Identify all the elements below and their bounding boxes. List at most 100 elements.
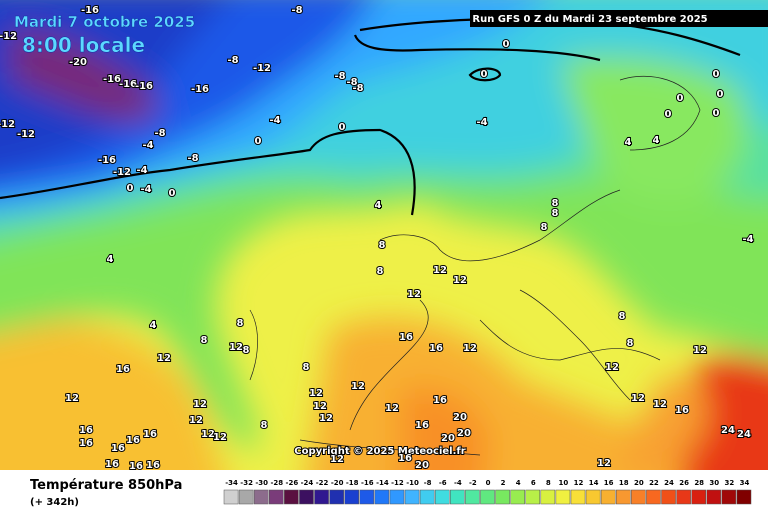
scale-swatch [465, 489, 480, 505]
contour-label: 8 [261, 420, 268, 431]
contour-label: 16 [415, 420, 429, 431]
contour-label: 16 [433, 395, 447, 406]
contour-label: -4 [269, 115, 280, 126]
contour-label: -16 [191, 84, 209, 95]
legend-title: Température 850hPa [30, 478, 182, 493]
scale-swatch [510, 489, 525, 505]
scale-tick-label: -14 [376, 479, 389, 487]
contour-label: 16 [429, 343, 443, 354]
contour-label: 8 [552, 208, 559, 219]
scale-swatch [721, 489, 737, 505]
scale-swatch [269, 489, 284, 505]
scale-tick-label: -8 [424, 479, 432, 487]
contour-label: 8 [627, 338, 634, 349]
contour-label: -16 [135, 81, 153, 92]
contour-label: -4 [142, 140, 153, 151]
scale-swatch [495, 489, 510, 505]
forecast-time: 8:00 locale [22, 33, 145, 57]
contour-label: 12 [433, 265, 447, 276]
scale-tick-label: 28 [694, 479, 704, 487]
contour-label: 12 [193, 399, 207, 410]
contour-label: 12 [201, 429, 215, 440]
scale-tick-label: 16 [604, 479, 614, 487]
scale-swatch [600, 489, 616, 505]
contour-label: 0 [503, 39, 510, 50]
contour-label: 8 [201, 335, 208, 346]
scale-swatch [223, 489, 239, 505]
scale-swatch [525, 489, 541, 505]
contour-label: 8 [303, 362, 310, 373]
contour-label: 12 [653, 399, 667, 410]
contour-label: 0 [717, 89, 724, 100]
contour-label: 4 [107, 254, 114, 265]
scale-tick-label: -34 [225, 479, 238, 487]
contour-label: 12 [407, 289, 421, 300]
scale-tick-label: 30 [709, 479, 719, 487]
contour-label: 0 [665, 109, 672, 120]
scale-tick-label: 24 [664, 479, 674, 487]
scale-tick-label: -4 [454, 479, 462, 487]
contour-label: -4 [476, 117, 487, 128]
scale-tick-label: 4 [516, 479, 521, 487]
scale-swatch [299, 489, 314, 505]
scale-tick-label: -24 [301, 479, 314, 487]
contour-label: 0 [255, 136, 262, 147]
scale-swatch [359, 489, 375, 505]
scale-swatch [450, 489, 465, 505]
contour-label: 16 [79, 425, 93, 436]
contour-label: 12 [319, 413, 333, 424]
scale-tick-label: 14 [589, 479, 599, 487]
contour-label: -12 [253, 63, 271, 74]
scale-swatch [434, 489, 450, 505]
contour-label: 8 [541, 222, 548, 233]
contour-label: -12 [113, 167, 131, 178]
scale-tick-label: -32 [240, 479, 253, 487]
scale-swatch [238, 489, 254, 505]
run-box [470, 10, 768, 27]
coastlines [249, 75, 701, 456]
contour-label: 16 [105, 459, 119, 470]
scale-tick-label: -12 [391, 479, 404, 487]
contour-label: 12 [631, 393, 645, 404]
scale-tick-label: 32 [724, 479, 734, 487]
contour-label: -4 [136, 165, 147, 176]
contour-label: 12 [213, 432, 227, 443]
contour-label: 12 [385, 403, 399, 414]
contour-labels: -12-20-16 -8-8-12-16-16-16 -16-8-8-800-40-… [0, 4, 755, 472]
scale-swatch [691, 489, 706, 505]
contour-label: 8 [379, 240, 386, 251]
contour-label: 12 [605, 362, 619, 373]
contour-label: -12 [17, 129, 35, 140]
scale-swatch [540, 489, 556, 505]
contour-label: 24 [737, 429, 751, 440]
scale-tick-label: 18 [619, 479, 629, 487]
scale-tick-label: -16 [361, 479, 374, 487]
contour-label: 20 [453, 412, 467, 423]
contour-label: 12 [189, 415, 203, 426]
scale-tick-label: 26 [679, 479, 689, 487]
color-scale: -34 -32 -30 -28 -26 -24 -22 -20 -18 -16 -14 -12 -10-… [223, 479, 752, 505]
scale-swatch [570, 489, 586, 505]
contour-label: -12 [0, 31, 17, 42]
contour-label: -8 [187, 153, 198, 164]
contour-label: 0 [713, 108, 720, 119]
contour-label: -8 [346, 77, 357, 88]
contour-label: 16 [129, 461, 143, 472]
scale-tick-label: 34 [740, 479, 750, 487]
contour-label: 20 [415, 460, 429, 471]
contour-label: 16 [116, 364, 130, 375]
scale-tick-label: 6 [531, 479, 536, 487]
contour-label: 16 [146, 460, 160, 471]
contour-label: 8 [552, 198, 559, 209]
contour-label: 12 [313, 401, 327, 412]
scale-swatch [676, 489, 691, 505]
contour-label: 16 [126, 435, 140, 446]
forecast-date: Mardi 7 octobre 2025 [14, 13, 195, 31]
contour-label: -8 [154, 128, 165, 139]
contour-label: 12 [65, 393, 79, 404]
scale-swatch [736, 489, 752, 505]
contour-label: 12 [463, 343, 477, 354]
contour-label: 16 [111, 443, 125, 454]
